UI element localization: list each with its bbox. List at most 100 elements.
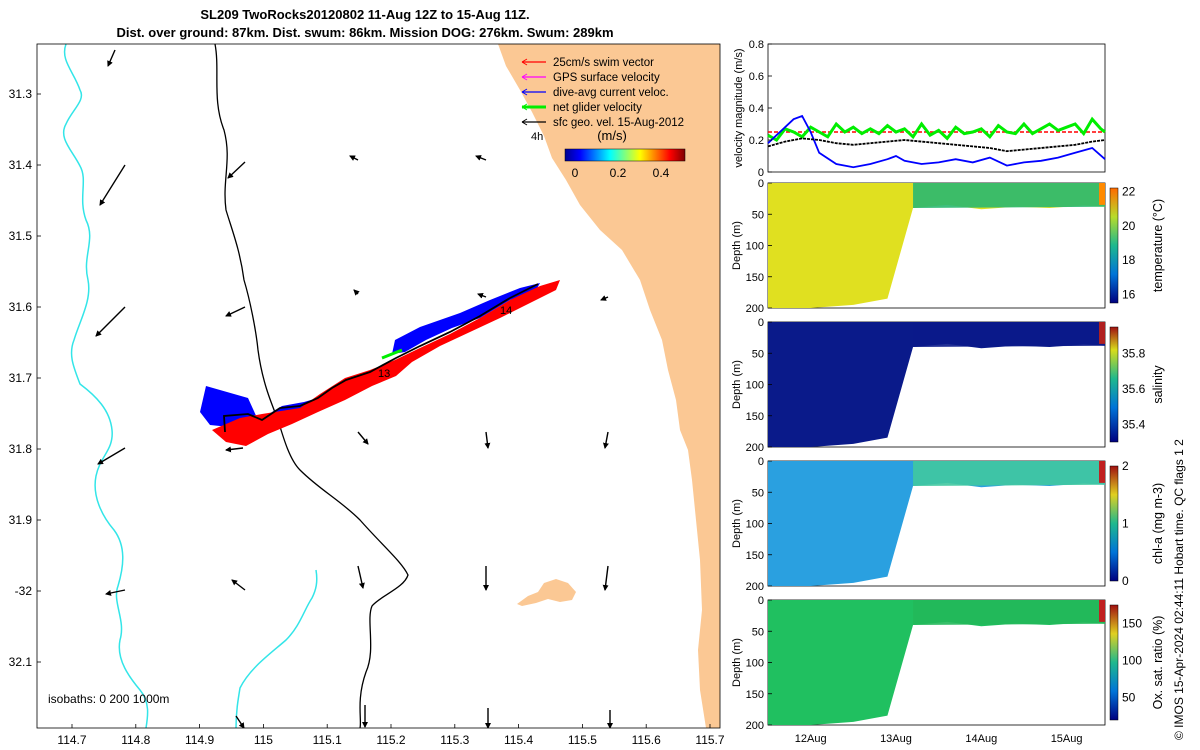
oxygen-colorbar-tick: 150 — [1122, 617, 1142, 631]
land-island — [517, 579, 576, 606]
velocity-y-ticks: 0 0.2 0.4 0.6 0.8 — [749, 39, 772, 179]
oxygen-colorbar-tick: 50 — [1122, 691, 1136, 705]
salinity-section-fill — [768, 322, 1105, 447]
glider-track-map: 114.7 114.8 114.9 115 115.1 115.2 115.3 115.4 11… — [9, 43, 725, 747]
depth-tick-label: 50 — [752, 348, 764, 360]
legend-arrowhead — [521, 118, 528, 126]
temperature-colorbar-tick: 20 — [1122, 219, 1136, 233]
date-tick-label: 15Aug — [1051, 733, 1083, 745]
map-x-tick-label: 115.1 — [313, 733, 342, 747]
velocity-series-line — [767, 137, 1106, 153]
oxygen-shelf-band — [913, 600, 1105, 625]
chla-colorbar-tick: 0 — [1122, 574, 1129, 588]
depth-axis-label: Depth (m) — [731, 638, 743, 687]
depth-tick-label: 150 — [746, 689, 764, 701]
depth-axis-label: Depth (m) — [731, 221, 743, 270]
map-y-tick-label: 32.1 — [9, 655, 33, 669]
colorbar-tick-label: 0 — [572, 166, 579, 180]
geostrophic-arrow — [225, 306, 246, 317]
figure-title-line-2: Dist. over ground: 87km. Dist. swum: 86k… — [116, 25, 614, 40]
temperature-section-fill — [768, 183, 1105, 308]
velocity-tick-label: 0.2 — [749, 135, 764, 147]
geostrophic-arrow — [484, 431, 491, 449]
map-x-tick-label: 114.9 — [185, 733, 214, 747]
geostrophic-arrow — [357, 565, 365, 589]
date-tick-label: 12Aug — [795, 733, 827, 745]
salinity-surface-highlight — [1099, 322, 1105, 344]
chla-colorbar-label: chl-a (mg m-3) — [1151, 483, 1165, 564]
depth-tick-label: 150 — [746, 272, 764, 284]
temperature-colorbar-tick: 22 — [1122, 184, 1136, 198]
salinity-colorbar-tick: 35.8 — [1122, 347, 1146, 361]
geostrophic-arrow — [602, 565, 609, 591]
colorbar-unit-label: (m/s) — [597, 128, 627, 143]
map-x-tick-label: 115.5 — [568, 733, 597, 747]
chla-surface-highlight — [1099, 461, 1105, 483]
geostrophic-arrow — [99, 164, 126, 206]
map-x-tick-label: 115.4 — [504, 733, 533, 747]
depth-tick-label: 100 — [746, 658, 764, 670]
colorbar-tick-label: 0.2 — [610, 166, 627, 180]
geostrophic-arrow — [231, 579, 246, 591]
map-y-tick-label: 31.7 — [9, 371, 33, 385]
geostrophic-arrow — [105, 589, 126, 596]
speed-colorbar-ticks: 0 0.2 0.4 — [572, 166, 670, 180]
temperature-shelf-band — [913, 183, 1105, 208]
map-x-tick-label: 115.6 — [632, 733, 661, 747]
glider-track — [223, 283, 539, 433]
depth-tick-label: 100 — [746, 380, 764, 392]
oxygen-section: 0 50 100 150 200 Depth (m) 50 100 150 Ox. sat. ra… — [731, 595, 1165, 732]
geostrophic-arrow — [225, 446, 244, 453]
geostrophic-arrow — [95, 306, 126, 337]
legend-arrowhead — [521, 88, 528, 96]
salinity-colorbar-tick: 35.6 — [1122, 382, 1146, 396]
velocity-series-line — [767, 116, 1106, 142]
swim-vector-area — [212, 280, 560, 446]
temperature-colorbar — [1109, 187, 1119, 304]
geostrophic-arrow — [353, 289, 360, 296]
legend-arrowhead — [521, 58, 528, 66]
net-glider-velocity-segment — [381, 348, 403, 360]
map-legend: 25cm/s swim vector GPS surface velocity di… — [521, 57, 684, 129]
map-y-tick-label: 31.4 — [9, 158, 33, 172]
map-x-tick-label: 115.2 — [376, 733, 405, 747]
map-x-tick-label: 114.8 — [121, 733, 150, 747]
oxygen-colorbar — [1109, 604, 1119, 721]
chla-colorbar-tick: 2 — [1122, 459, 1129, 473]
date-axis-ticks: 12Aug 13Aug 14Aug 15Aug — [795, 733, 1083, 745]
track-label-14: 14 — [500, 305, 512, 317]
legend-label: GPS surface velocity — [553, 72, 660, 84]
map-x-ticks: 114.7 114.8 114.9 115 115.1 115.2 115.3 115.4 11… — [57, 724, 725, 747]
velocity-tick-label: 0.4 — [749, 103, 764, 115]
oxygen-colorbar-tick: 100 — [1122, 654, 1142, 668]
chla-section: 0 50 100 150 200 Depth (m) 0 1 2 chl-a (mg m-3) — [731, 456, 1165, 593]
velocity-tick-label: 0.8 — [749, 39, 764, 51]
geostrophic-arrow — [357, 431, 369, 445]
map-x-tick-label: 115 — [254, 733, 273, 747]
salinity-colorbar — [1109, 326, 1119, 443]
geostrophic-arrow — [235, 715, 245, 728]
salinity-shelf-band — [913, 322, 1105, 347]
velocity-tick-label: 0 — [758, 167, 764, 179]
track-label-13: 13 — [378, 368, 390, 380]
isobath-1000m — [62, 44, 149, 728]
temperature-surface-highlight — [1099, 183, 1105, 205]
geostrophic-velocity-arrows — [95, 49, 613, 728]
depth-tick-label: 200 — [746, 581, 764, 593]
depth-tick-label: 0 — [758, 595, 764, 607]
colorbar-tick-label: 0.4 — [653, 166, 670, 180]
velocity-tick-label: 0.6 — [749, 71, 764, 83]
chla-shelf-band — [913, 461, 1105, 486]
geostrophic-arrow — [227, 161, 246, 179]
depth-tick-label: 200 — [746, 720, 764, 732]
map-x-tick-label: 115.3 — [440, 733, 469, 747]
legend-label: 25cm/s swim vector — [553, 57, 654, 69]
velocity-panel: 0 0.2 0.4 0.6 0.8 velocity magnitude (m/s) — [733, 39, 1106, 179]
geostrophic-arrow — [477, 292, 487, 299]
map-y-tick-label: -32 — [15, 584, 33, 598]
legend-arrowhead — [521, 73, 528, 81]
land-islet — [704, 578, 718, 610]
isobath-200m — [214, 44, 409, 728]
